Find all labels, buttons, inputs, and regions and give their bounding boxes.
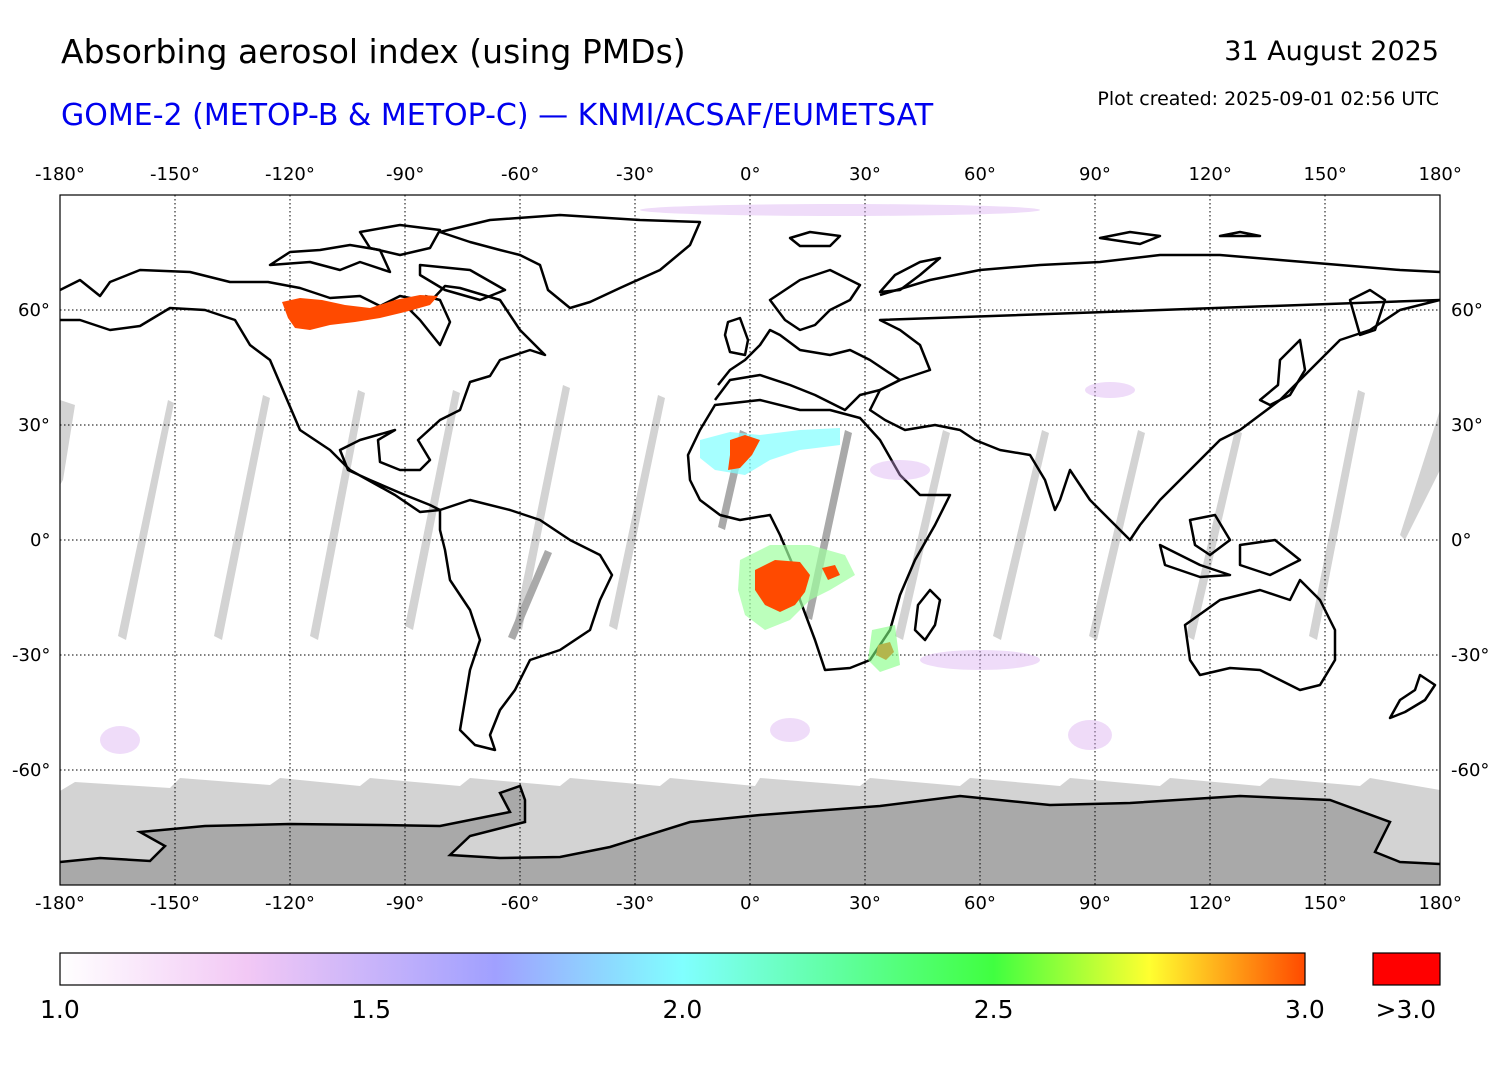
asia-coastline (868, 253, 1440, 542)
lon-tick-top: 90° (1079, 163, 1111, 185)
lon-tick-top: -180° (35, 163, 85, 185)
canada-smoke-plume (282, 295, 438, 330)
british-isles-coastline (723, 316, 750, 357)
colorbar-over-range-label: >3.0 (1375, 995, 1437, 1024)
lon-tick-bottom: -150° (150, 892, 200, 914)
colorbar-tick-label: 2.0 (662, 995, 703, 1024)
lat-tick-right: -30° (1451, 644, 1490, 666)
lon-tick-bottom: 150° (1303, 892, 1347, 914)
map-date: 31 August 2025 (1224, 36, 1439, 67)
lon-tick-bottom: 180° (1418, 892, 1462, 914)
plot-created-label: Plot created: 2025-09-01 02:56 UTC (1097, 88, 1439, 110)
ellesmere-coastline (358, 223, 442, 257)
lon-tick-bottom: 0° (740, 892, 761, 914)
lon-tick-top: 30° (849, 163, 881, 185)
lon-tick-top: -90° (386, 163, 425, 185)
nodata-swaths (60, 385, 1440, 640)
south-america-coastline (438, 498, 614, 752)
lon-tick-bottom: -60° (501, 892, 540, 914)
africa-coastline (686, 398, 952, 672)
lat-tick-left: 0° (30, 529, 51, 551)
arctic-islands-coastline (268, 243, 392, 274)
lon-tick-bottom: 120° (1188, 892, 1232, 914)
lon-tick-bottom: -120° (265, 892, 315, 914)
svalbard-coastline (788, 230, 842, 248)
new-zealand-coastline (1388, 673, 1437, 720)
siberian-islands-coastline (1098, 230, 1262, 246)
madagascar-coastline (913, 588, 942, 642)
colorbar-tick-label: 1.0 (40, 995, 80, 1024)
colorbar-tick-label: 2.5 (973, 995, 1014, 1024)
lon-tick-top: 120° (1188, 163, 1232, 185)
map-title: Absorbing aerosol index (using PMDs) (61, 32, 686, 71)
lon-tick-top: 0° (740, 163, 761, 185)
lon-tick-top: -30° (616, 163, 655, 185)
colorbar-over-range-box (1372, 952, 1441, 986)
southern-africa-fire-plume (755, 560, 810, 612)
japan-coastline (1258, 338, 1307, 407)
north-america-coastline (60, 268, 547, 514)
lat-tick-right: 60° (1451, 299, 1483, 321)
lon-tick-bottom: -180° (35, 892, 85, 914)
scandinavia-coastline (768, 268, 862, 332)
lat-tick-right: 30° (1451, 414, 1483, 436)
baffin-island-coastline (418, 263, 507, 302)
southern-africa-secondary-plume (822, 565, 840, 580)
lon-tick-top: -150° (150, 163, 200, 185)
map-frame (59, 194, 1441, 886)
lon-tick-top: 60° (964, 163, 996, 185)
lat-tick-left: -30° (12, 644, 51, 666)
map-subtitle: GOME-2 (METOP-B & METOP-C) — KNMI/ACSAF/… (61, 98, 934, 133)
low-index-patches (100, 204, 1135, 754)
mozambique-aerosol-halo (868, 625, 900, 672)
colorbar-tick-label: 3.0 (1285, 995, 1325, 1024)
novaya-zemlya-coastline (878, 256, 942, 294)
lon-tick-top: -60° (501, 163, 540, 185)
lon-tick-top: -120° (265, 163, 315, 185)
colorbar (59, 952, 1306, 986)
lon-tick-bottom: 90° (1079, 892, 1111, 914)
kamchatka-coastline (1348, 288, 1387, 337)
lon-tick-bottom: 30° (849, 892, 881, 914)
greenland-coastline (438, 213, 702, 310)
lat-tick-right: 0° (1451, 529, 1472, 551)
lon-tick-bottom: 60° (964, 892, 996, 914)
map-gridlines (60, 195, 1440, 885)
australia-coastline (1183, 578, 1337, 692)
lat-tick-right: -60° (1451, 759, 1490, 781)
lon-tick-bottom: -90° (386, 892, 425, 914)
lat-tick-left: 60° (18, 299, 50, 321)
lon-tick-bottom: -30° (616, 892, 655, 914)
lat-tick-left: 30° (18, 414, 50, 436)
lon-tick-top: 180° (1418, 163, 1462, 185)
hudson-bay-coastline (399, 294, 452, 347)
southeast-asia-islands-coastline (1158, 513, 1302, 579)
lon-tick-top: 150° (1303, 163, 1347, 185)
lat-tick-left: -60° (12, 759, 51, 781)
antarctica-coastline (60, 784, 1440, 866)
west-africa-dust-plume (728, 435, 760, 470)
colorbar-tick-label: 1.5 (351, 995, 392, 1024)
europe-coastline (714, 328, 902, 412)
coastlines (60, 213, 1440, 752)
aerosol-features (100, 204, 1135, 754)
